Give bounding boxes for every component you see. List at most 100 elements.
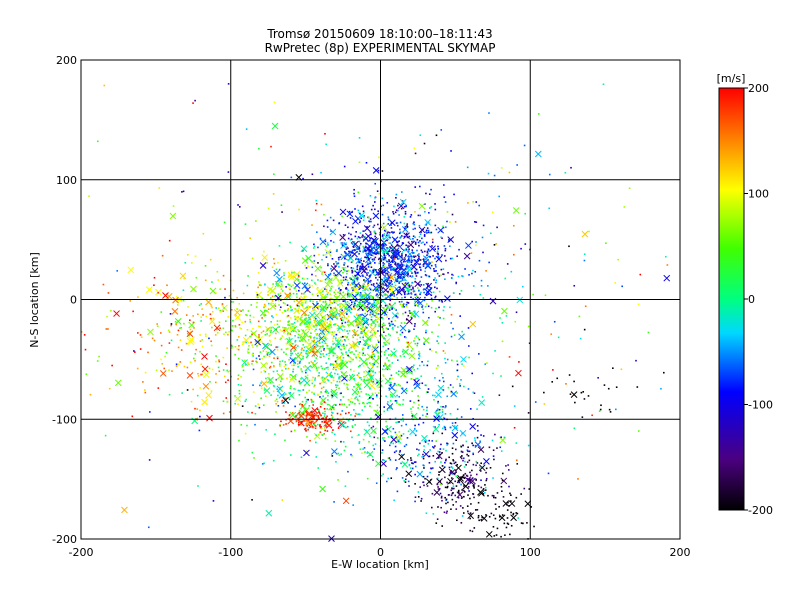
data-point [486,362,488,364]
data-point [404,478,407,481]
data-point [508,485,510,488]
data-point [302,357,304,360]
data-point [381,317,384,320]
data-point [388,309,391,311]
data-point [414,424,416,427]
data-point [307,316,310,319]
data-point [426,254,428,257]
data-point [399,231,402,234]
data-point-x [663,274,671,282]
data-point [441,254,443,256]
data-point [319,405,322,408]
data-point [474,509,477,511]
data-point [344,335,346,338]
data-point [472,269,474,272]
data-point [429,449,431,451]
data-point-x [438,466,446,474]
data-point [256,361,258,364]
data-point [366,258,368,260]
data-point [239,327,241,329]
data-point [280,337,282,340]
data-point [133,350,135,352]
data-point [456,360,458,362]
data-point [303,278,306,280]
data-point-x [328,403,335,411]
data-point [379,406,381,409]
data-point [503,522,506,525]
data-point [280,283,283,285]
data-point [376,437,379,439]
data-point [413,364,415,367]
data-point [335,386,338,389]
data-point-x [308,413,315,420]
data-point [402,350,404,353]
data-point [397,209,399,212]
data-point [266,310,268,312]
data-point [416,272,419,274]
data-point [361,348,364,351]
data-point [314,360,316,362]
data-point [329,308,332,311]
data-point [336,356,338,359]
data-point-x [423,255,430,263]
data-point [369,311,372,314]
data-point [411,249,414,251]
data-point [391,308,393,310]
data-point [170,323,173,325]
data-point [257,336,260,338]
data-point [351,249,354,252]
data-point [334,352,336,355]
data-point [238,303,241,305]
data-point [402,420,405,422]
data-point [448,240,450,242]
data-point [270,327,273,329]
data-point [396,359,399,361]
data-point [394,445,397,448]
data-point [328,350,331,352]
data-point-x [381,428,389,435]
data-point [182,190,185,193]
data-point [410,410,413,413]
data-point [361,309,364,311]
data-point [342,276,345,279]
data-point [389,323,391,326]
data-point [398,403,400,405]
data-point [399,384,402,387]
data-point [399,221,402,224]
data-point [353,270,355,273]
data-point [215,307,218,309]
data-point [445,259,447,262]
data-point [276,320,279,322]
data-point [410,257,413,259]
data-point [287,314,290,317]
data-point [317,414,320,417]
data-point [342,291,345,294]
data-point [383,331,385,334]
data-point-x [348,342,356,350]
data-point [215,360,217,363]
data-point [354,397,356,400]
data-point [232,319,234,322]
data-point [480,285,483,287]
data-point [227,379,229,381]
data-point [356,266,359,268]
data-point [381,437,384,439]
data-point [345,317,348,320]
data-point [346,272,348,275]
data-point-x [347,320,355,327]
data-point [437,486,439,488]
data-point [404,322,406,324]
data-point-x [351,250,358,258]
data-point [364,344,366,347]
data-point [259,325,261,328]
data-point [460,483,462,486]
data-point [232,289,235,292]
data-point [418,235,421,238]
data-point [474,439,477,442]
data-point [437,409,440,411]
data-point [389,299,392,302]
data-point [321,258,323,261]
data-point [330,381,333,384]
data-point [201,345,204,348]
data-point [345,412,347,415]
